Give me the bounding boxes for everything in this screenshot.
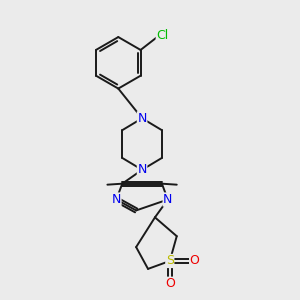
Text: S: S [166,254,174,268]
Text: O: O [190,254,200,268]
Text: N: N [137,163,147,176]
Text: N: N [112,193,121,206]
Text: N: N [163,193,172,206]
Text: O: O [165,277,175,290]
Text: N: N [137,112,147,125]
Text: Cl: Cl [156,28,169,42]
